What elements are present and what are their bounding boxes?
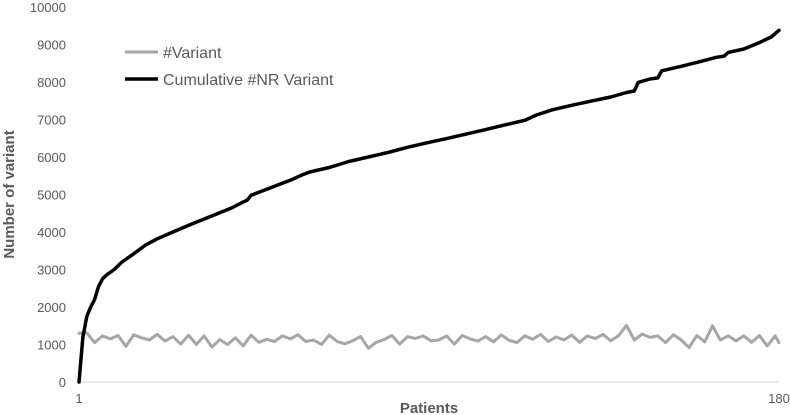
series-layer xyxy=(77,28,781,384)
legend: #Variant Cumulative #NR Variant xyxy=(125,45,334,89)
y-tick-label: 7000 xyxy=(37,113,66,128)
x-axis-ticks: 1 180 xyxy=(75,391,789,406)
y-tick-label: 5000 xyxy=(37,188,66,203)
x-tick-label: 1 xyxy=(75,391,82,406)
y-axis-ticks: 0 1000 2000 3000 4000 5000 6000 7000 8000 9000 100… xyxy=(30,0,66,390)
y-tick-label: 8000 xyxy=(37,75,66,90)
y-tick-label: 10000 xyxy=(30,0,66,15)
series-line-variant xyxy=(77,323,781,350)
x-axis-title: Patients xyxy=(400,400,458,415)
y-tick-label: 2000 xyxy=(37,300,66,315)
y-axis-title: Number of variant xyxy=(1,130,18,258)
y-tick-label: 4000 xyxy=(37,225,66,240)
legend-label: #Variant xyxy=(163,45,222,62)
y-tick-label: 6000 xyxy=(37,150,66,165)
y-tick-label: 9000 xyxy=(37,38,66,53)
y-tick-label: 0 xyxy=(59,375,66,390)
legend-label: Cumulative #NR Variant xyxy=(163,72,334,89)
y-tick-label: 1000 xyxy=(37,338,66,353)
series-line-cumulative-nr-variant xyxy=(77,28,781,384)
x-tick-label: 180 xyxy=(768,391,790,406)
y-tick-label: 3000 xyxy=(37,263,66,278)
